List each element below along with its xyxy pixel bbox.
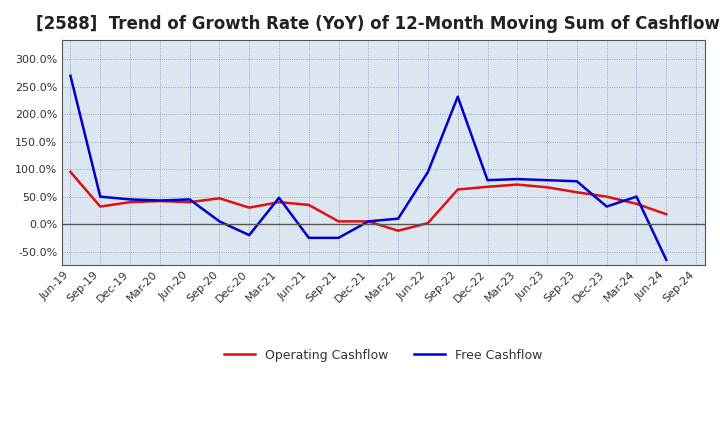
Free Cashflow <box>543 178 552 183</box>
Free Cashflow <box>423 169 432 175</box>
Operating Cashflow <box>543 185 552 190</box>
Free Cashflow <box>454 94 462 99</box>
Operating Cashflow <box>454 187 462 192</box>
Free Cashflow <box>572 179 581 184</box>
Free Cashflow <box>364 219 373 224</box>
Operating Cashflow <box>394 228 402 233</box>
Operating Cashflow <box>423 220 432 226</box>
Free Cashflow <box>394 216 402 221</box>
Legend: Operating Cashflow, Free Cashflow: Operating Cashflow, Free Cashflow <box>219 344 547 367</box>
Operating Cashflow <box>305 202 313 208</box>
Free Cashflow <box>662 257 670 263</box>
Free Cashflow <box>245 232 253 238</box>
Operating Cashflow <box>156 198 164 204</box>
Line: Operating Cashflow: Operating Cashflow <box>71 172 666 231</box>
Free Cashflow <box>305 235 313 241</box>
Operating Cashflow <box>513 182 522 187</box>
Line: Free Cashflow: Free Cashflow <box>71 76 666 260</box>
Free Cashflow <box>603 204 611 209</box>
Free Cashflow <box>156 198 164 203</box>
Operating Cashflow <box>572 190 581 195</box>
Operating Cashflow <box>334 219 343 224</box>
Operating Cashflow <box>603 194 611 199</box>
Free Cashflow <box>66 73 75 78</box>
Free Cashflow <box>215 219 224 224</box>
Operating Cashflow <box>632 201 641 206</box>
Operating Cashflow <box>96 204 104 209</box>
Operating Cashflow <box>126 199 135 205</box>
Operating Cashflow <box>364 219 373 224</box>
Free Cashflow <box>632 194 641 199</box>
Free Cashflow <box>275 195 284 200</box>
Free Cashflow <box>483 178 492 183</box>
Title: [2588]  Trend of Growth Rate (YoY) of 12-Month Moving Sum of Cashflows: [2588] Trend of Growth Rate (YoY) of 12-… <box>37 15 720 33</box>
Free Cashflow <box>513 176 522 182</box>
Operating Cashflow <box>185 199 194 205</box>
Operating Cashflow <box>215 196 224 201</box>
Free Cashflow <box>334 235 343 241</box>
Operating Cashflow <box>66 169 75 175</box>
Free Cashflow <box>185 197 194 202</box>
Operating Cashflow <box>483 184 492 190</box>
Operating Cashflow <box>275 199 284 205</box>
Free Cashflow <box>126 197 135 202</box>
Operating Cashflow <box>245 205 253 210</box>
Free Cashflow <box>96 194 104 199</box>
Operating Cashflow <box>662 212 670 217</box>
